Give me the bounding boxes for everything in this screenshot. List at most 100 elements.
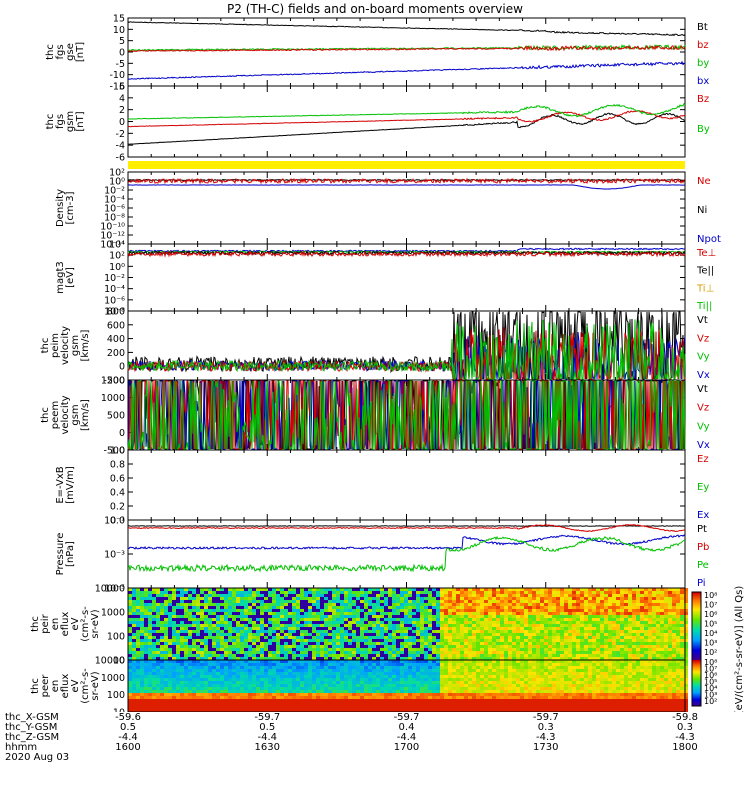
spectrogram-cell [292,636,296,639]
y-tick-label: 1500 [101,376,125,387]
spectrogram-cell [196,594,200,597]
spectrogram-cell [548,627,552,630]
spectrogram-cell [292,591,296,594]
spectrogram-cell [164,672,168,675]
spectrogram-cell [556,591,560,594]
spectrogram-cell [244,606,248,609]
spectrogram-cell [388,612,392,615]
spectrogram-cell [288,702,292,705]
spectrogram-cell [280,702,284,705]
spectrogram-cell [312,645,316,648]
spectrogram-cell [292,681,296,684]
spectrogram-cell [248,615,252,618]
spectrogram-cell [668,630,672,633]
spectrogram-cell [528,591,532,594]
spectrogram-cell [628,597,632,600]
y-axis-label: thc [45,44,56,60]
spectrogram-cell [300,624,304,627]
spectrogram-cell [644,609,648,612]
spectrogram-cell [580,624,584,627]
spectrogram-cell [268,705,272,708]
spectrogram-cell [304,624,308,627]
spectrogram-cell [272,606,276,609]
spectrogram-cell [184,594,188,597]
spectrogram-cell [676,636,680,639]
spectrogram-cell [240,663,244,666]
spectrogram-cell [644,603,648,606]
spectrogram-cell [192,603,196,606]
y-tick-label: 4 [119,93,125,104]
spectrogram-cell [208,630,212,633]
spectrogram-cell [180,612,184,615]
spectrogram-cell [172,678,176,681]
spectrogram-cell [492,645,496,648]
spectrogram-cell [332,597,336,600]
spectrogram-cell [672,654,676,657]
spectrogram-cell [364,651,368,654]
spectrogram-cell [484,621,488,624]
spectrogram-cell [600,657,604,660]
spectrogram-cell [244,693,248,696]
spectrogram-cell [604,588,608,591]
spectrogram-cell [388,609,392,612]
spectrogram-cell [392,627,396,630]
spectrogram-cell [236,693,240,696]
spectrogram-cell [516,657,520,660]
spectrogram-cell [176,672,180,675]
spectrogram-cell [384,654,388,657]
spectrogram-cell [292,597,296,600]
spectrogram-cell [536,645,540,648]
spectrogram-cell [484,633,488,636]
spectrogram-cell [180,699,184,702]
spectrogram-cell [224,651,228,654]
spectrogram-cell [236,684,240,687]
spectrogram-cell [256,600,260,603]
spectrogram-cell [408,603,412,606]
spectrogram-cell [156,615,160,618]
spectrogram-cell [528,612,532,615]
spectrogram-cell [220,600,224,603]
spectrogram-cell [148,696,152,699]
spectrogram-cell [272,699,276,702]
spectrogram-cell [280,621,284,624]
spectrogram-cell [140,633,144,636]
spectrogram-cell [236,597,240,600]
spectrogram-cell [456,594,460,597]
spectrogram-cell [216,624,220,627]
spectrogram-cell [272,618,276,621]
spectrogram-cell [532,612,536,615]
spectrogram-cell [468,636,472,639]
spectrogram-cell [496,612,500,615]
spectrogram-cell [164,642,168,645]
spectrogram-cell [376,657,380,660]
y-axis-label: peim [50,333,61,358]
spectrogram-cell [368,618,372,621]
spectrogram-cell [636,588,640,591]
spectrogram-cell [228,633,232,636]
spectrogram-cell [192,687,196,690]
spectrogram-cell [652,636,656,639]
spectrogram-cell [196,624,200,627]
spectrogram-cell [348,651,352,654]
spectrogram-cell [492,588,496,591]
spectrogram-cell [264,660,268,663]
spectrogram-cell [392,600,396,603]
spectrogram-cell [156,687,160,690]
spectrogram-cell [600,609,604,612]
spectrogram-cell [228,594,232,597]
spectrogram-cell [292,672,296,675]
spectrogram-cell [180,639,184,642]
spectrogram-cell [248,600,252,603]
spectrogram-cell [568,603,572,606]
spectrogram-cell [160,660,164,663]
spectrogram-cell [480,606,484,609]
spectrogram-cell [344,630,348,633]
spectrogram-cell [332,645,336,648]
spectrogram-cell [404,657,408,660]
spectrogram-cell [328,618,332,621]
spectrogram-cell [564,600,568,603]
spectrogram-cell [464,606,468,609]
spectrogram-cell [624,603,628,606]
spectrogram-cell [644,636,648,639]
spectrogram-cell [152,633,156,636]
